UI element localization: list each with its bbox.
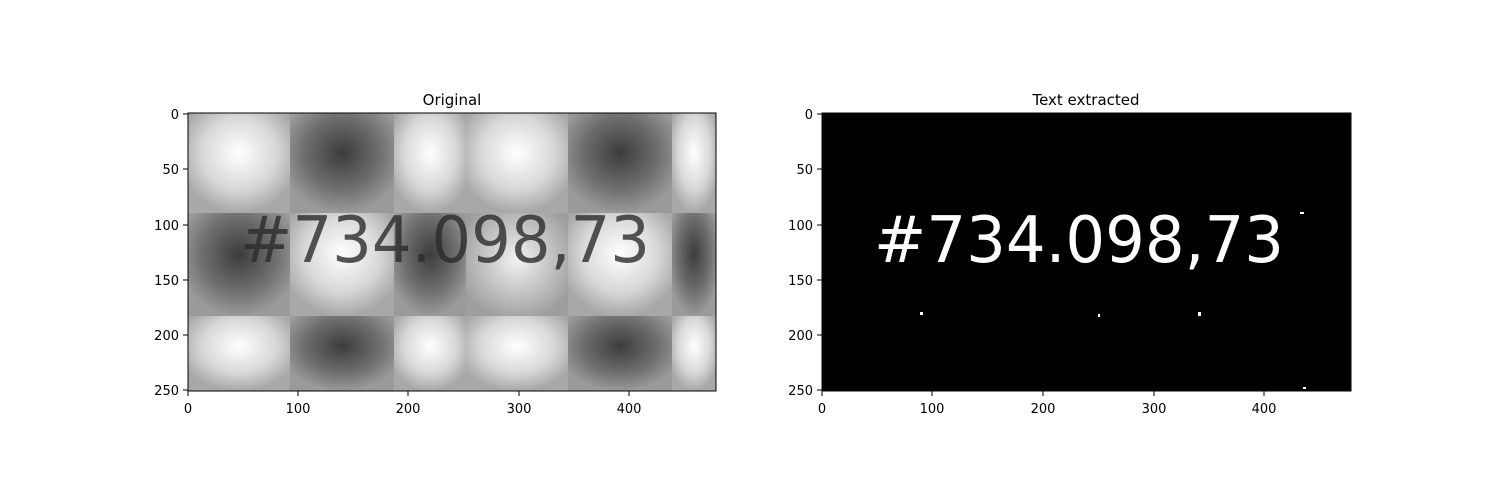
noise-speck (920, 312, 923, 315)
x-tick-label: 400 (1252, 402, 1277, 417)
y-axis: 0 50 100 150 200 250 (154, 108, 188, 399)
y-tick-label: 150 (788, 274, 813, 289)
noise-speck (1300, 212, 1304, 214)
y-tick-label: 50 (796, 163, 813, 178)
panel-title: Original (423, 91, 482, 109)
handwritten-number: #734.098,73 (240, 204, 650, 278)
y-tick-label: 200 (788, 329, 813, 344)
y-axis: 0 50 100 150 200 250 (788, 108, 822, 399)
noise-speck (1303, 387, 1306, 389)
y-tick-label: 100 (788, 219, 813, 234)
x-tick-label: 200 (1031, 402, 1056, 417)
y-tick-label: 0 (171, 108, 179, 123)
y-tick-label: 50 (162, 163, 179, 178)
y-tick-label: 200 (154, 329, 179, 344)
y-tick-label: 0 (805, 108, 813, 123)
panel-text-extracted: Text extracted #734.098,73 0 100 200 300… (788, 91, 1352, 417)
x-tick-label: 400 (617, 402, 642, 417)
x-tick-label: 0 (184, 402, 192, 417)
noise-speck (1098, 314, 1100, 317)
original-image: #734.098,73 (188, 113, 716, 391)
x-axis: 0 100 200 300 400 (184, 391, 642, 417)
x-tick-label: 300 (1142, 402, 1167, 417)
panel-title: Text extracted (1031, 91, 1139, 109)
x-tick-label: 100 (286, 402, 311, 417)
axes-frame (187, 112, 717, 392)
y-tick-label: 100 (154, 219, 179, 234)
x-axis: 0 100 200 300 400 (818, 391, 1277, 417)
x-tick-label: 100 (920, 402, 945, 417)
y-tick-label: 250 (788, 384, 813, 399)
axes-frame (821, 112, 1352, 392)
extracted-number: #734.098,73 (874, 204, 1284, 278)
y-tick-label: 250 (154, 384, 179, 399)
panel-original: Original #734.098,73 (154, 91, 717, 417)
y-tick-label: 150 (154, 274, 179, 289)
x-tick-label: 0 (818, 402, 826, 417)
x-tick-label: 200 (396, 402, 421, 417)
x-tick-label: 300 (507, 402, 532, 417)
noise-speck (1198, 312, 1201, 316)
extracted-image: #734.098,73 (822, 113, 1351, 391)
